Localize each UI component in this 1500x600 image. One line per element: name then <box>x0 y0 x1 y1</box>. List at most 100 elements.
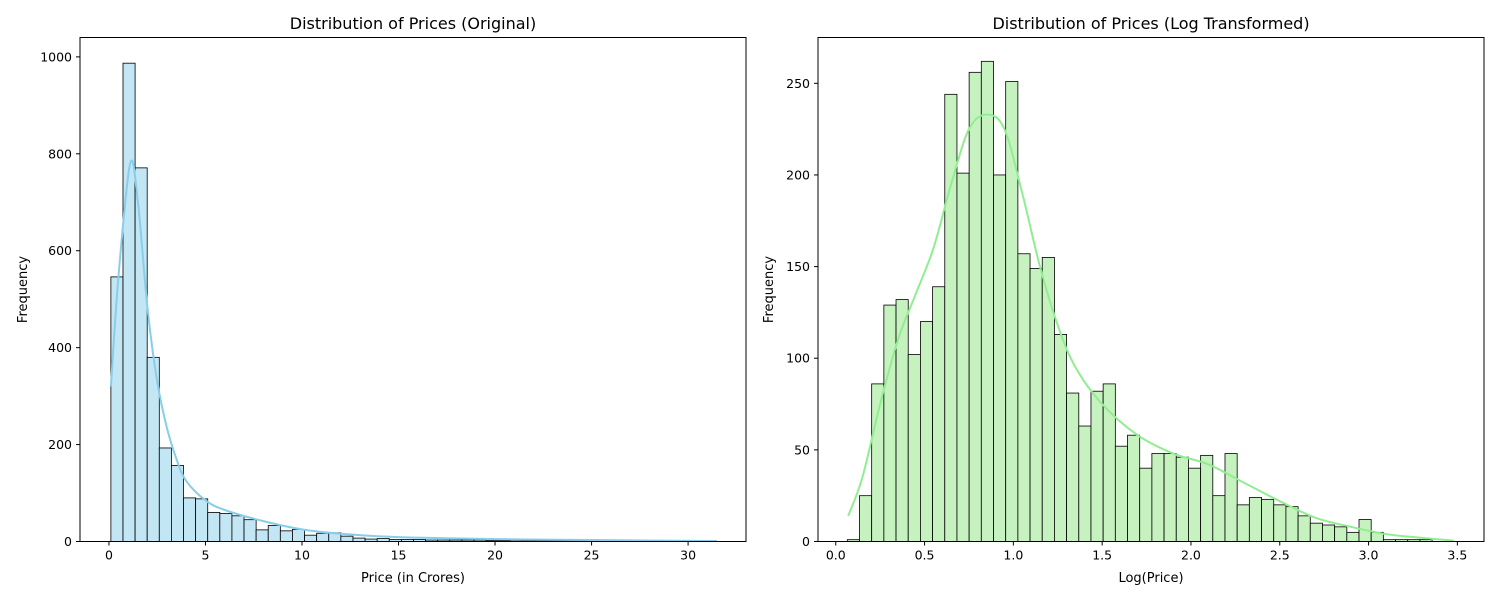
histogram-bar <box>895 299 909 542</box>
histogram-bar <box>1114 445 1128 542</box>
plot-frame <box>817 37 1485 542</box>
x-ticks: 0 5 10 15 20 25 30 <box>105 541 696 563</box>
histogram-bar <box>1334 526 1348 542</box>
histogram-bar <box>1188 467 1202 542</box>
y-tick-label: 50 <box>794 442 810 457</box>
histogram-bar <box>1297 515 1311 542</box>
histogram-bar <box>1273 504 1287 542</box>
histogram-bar <box>980 60 994 542</box>
histogram-bar <box>956 172 970 542</box>
histogram-bar <box>279 530 293 542</box>
histogram-bar <box>1261 498 1275 542</box>
x-tick-label: 0.0 <box>826 548 846 563</box>
histogram-bar <box>932 286 946 542</box>
histogram-bar <box>1078 425 1092 542</box>
histogram-bar <box>110 276 124 542</box>
histogram-bar <box>134 167 148 542</box>
plot-frame <box>79 37 747 542</box>
y-tick-label: 800 <box>48 146 72 161</box>
histogram-bar <box>158 447 172 542</box>
x-tick-label: 0 <box>105 548 113 563</box>
price-log-histogram: Distribution of Prices (Log Transformed)… <box>762 14 1485 586</box>
histogram-bar <box>207 512 221 542</box>
x-tick-label: 20 <box>487 548 503 563</box>
histogram-bar <box>944 93 958 542</box>
histogram-bar <box>231 515 245 542</box>
kde-curve <box>109 159 716 543</box>
histogram-bar <box>1175 456 1189 542</box>
histogram-bar <box>316 532 330 542</box>
y-ticks: 0 50 100 150 200 250 <box>786 76 818 549</box>
histogram-bar <box>1322 524 1336 542</box>
y-tick-label: 150 <box>786 259 810 274</box>
histogram-bar <box>1029 268 1043 542</box>
y-tick-label: 400 <box>48 340 72 355</box>
y-axis-label: Frequency <box>762 256 777 323</box>
histogram-bar <box>1041 257 1055 542</box>
histogram-bar <box>1163 453 1177 542</box>
histogram-bar <box>859 495 873 542</box>
histogram-bar <box>968 71 982 542</box>
histogram-bar <box>1200 454 1214 542</box>
price-original-histogram: Distribution of Prices (Original) 0 5 10 15… <box>16 14 747 586</box>
histogram-bar <box>1212 495 1226 542</box>
y-ticks: 0 200 400 600 800 1000 <box>40 49 80 549</box>
y-tick-label: 200 <box>48 437 72 452</box>
x-tick-label: 2.0 <box>1181 548 1201 563</box>
histogram-bar <box>267 525 281 542</box>
y-tick-label: 200 <box>786 167 810 182</box>
x-tick-label: 25 <box>584 548 600 563</box>
histogram-bar <box>1066 392 1080 542</box>
histogram-bar <box>871 383 885 542</box>
x-tick-label: 3.0 <box>1359 548 1379 563</box>
histogram-bar <box>243 519 257 542</box>
y-tick-label: 250 <box>786 76 810 91</box>
histogram-bar <box>1346 531 1360 542</box>
histogram-bar <box>1151 453 1165 542</box>
x-tick-label: 3.5 <box>1447 548 1467 563</box>
y-tick-label: 1000 <box>40 49 72 64</box>
y-tick-label: 0 <box>64 534 72 549</box>
histogram-bar <box>304 534 318 542</box>
histogram-bar <box>993 174 1007 542</box>
histogram-bar <box>352 537 366 542</box>
histogram-bar <box>920 321 933 542</box>
histogram-bar <box>883 304 897 542</box>
x-axis-label: Log(Price) <box>1118 571 1183 586</box>
histogram-bar <box>1127 434 1141 542</box>
x-ticks: 0.0 0.5 1.0 1.5 2.0 2.5 3.0 3.5 <box>826 541 1467 563</box>
x-tick-label: 5 <box>202 548 210 563</box>
histogram-bar <box>1224 453 1238 542</box>
histogram-bar <box>1248 497 1262 542</box>
y-tick-label: 600 <box>48 243 72 258</box>
x-tick-label: 2.5 <box>1270 548 1290 563</box>
y-axis-label: Frequency <box>16 256 31 323</box>
histogram-bar <box>1054 334 1068 542</box>
x-tick-label: 0.5 <box>915 548 935 563</box>
x-tick-label: 15 <box>391 548 407 563</box>
histogram-bar <box>219 512 233 542</box>
histogram-bar <box>1139 467 1153 542</box>
kde-curve <box>847 113 1454 542</box>
x-axis-label: Price (in Crores) <box>361 571 465 586</box>
histogram-bar <box>255 529 269 542</box>
x-tick-label: 1.0 <box>1003 548 1023 563</box>
histogram-bar <box>183 497 197 542</box>
y-tick-label: 0 <box>802 534 810 549</box>
chart-title: Distribution of Prices (Log Transformed) <box>992 14 1309 33</box>
x-tick-label: 30 <box>680 548 696 563</box>
chart-title: Distribution of Prices (Original) <box>290 14 536 33</box>
y-tick-label: 100 <box>786 351 810 366</box>
histogram-bar <box>1017 253 1031 542</box>
histogram-bar <box>1285 506 1299 542</box>
bars <box>846 60 1433 542</box>
histogram-bar <box>1236 504 1250 542</box>
histogram-bar <box>340 535 354 542</box>
x-tick-label: 1.5 <box>1092 548 1112 563</box>
histogram-bar <box>122 62 136 542</box>
histogram-bar <box>292 528 305 542</box>
histogram-bar <box>1090 390 1104 542</box>
x-tick-label: 10 <box>294 548 310 563</box>
histogram-bar <box>907 354 921 542</box>
